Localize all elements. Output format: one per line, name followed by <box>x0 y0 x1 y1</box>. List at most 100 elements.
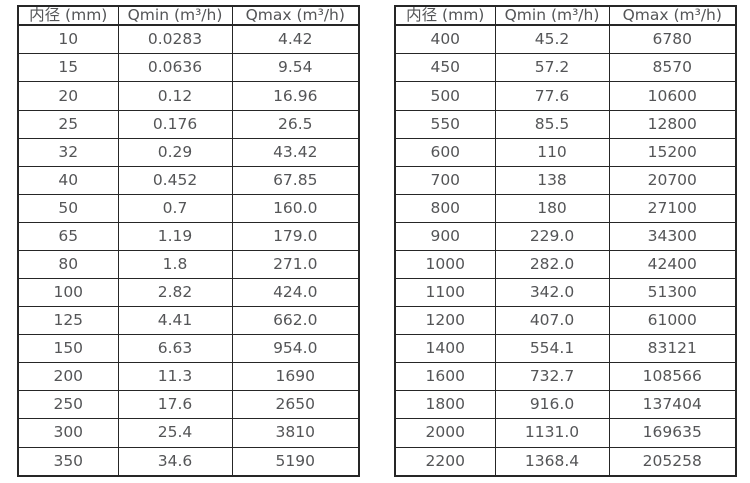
table-cell: 108566 <box>608 362 737 392</box>
table-cell: 4.41 <box>117 306 233 336</box>
table-row: 10 0.0283 4.42 <box>17 24 360 55</box>
column-header: Qmax (m³/h) <box>231 5 360 27</box>
table-cell: 229.0 <box>494 221 610 251</box>
table-cell: 900 <box>394 221 496 251</box>
table-cell: 205258 <box>608 446 737 477</box>
table-row: 250 17.6 2650 <box>17 390 360 420</box>
table-cell: 550 <box>394 109 496 139</box>
table-cell: 0.29 <box>117 137 233 167</box>
table-cell: 400 <box>394 24 496 55</box>
table-cell: 0.0636 <box>117 53 233 83</box>
table-row: 800 180 27100 <box>394 193 737 223</box>
table-cell: 450 <box>394 53 496 83</box>
table-row: 700 138 20700 <box>394 165 737 195</box>
table-cell: 700 <box>394 165 496 195</box>
table-cell: 25.4 <box>117 418 233 448</box>
table-cell: 34300 <box>608 221 737 251</box>
table-cell: 6780 <box>608 24 737 55</box>
table-row: 550 85.5 12800 <box>394 109 737 139</box>
table-cell: 125 <box>17 306 119 336</box>
table-row: 2000 1131.0 169635 <box>394 418 737 448</box>
table-cell: 25 <box>17 109 119 139</box>
table-cell: 1600 <box>394 362 496 392</box>
table-row: 1000 282.0 42400 <box>394 249 737 280</box>
table-cell: 40 <box>17 165 119 195</box>
table-row: 100 2.82 424.0 <box>17 278 360 308</box>
table-cell: 3810 <box>231 418 360 448</box>
table-cell: 500 <box>394 81 496 111</box>
table-row: 65 1.19 179.0 <box>17 221 360 251</box>
table-row: 1100 342.0 51300 <box>394 278 737 308</box>
table-cell: 17.6 <box>117 390 233 420</box>
table-cell: 2.82 <box>117 278 233 308</box>
header-row: 内径 (mm) Qmin (m³/h) Qmax (m³/h) <box>17 5 360 27</box>
table-row: 20 0.12 16.96 <box>17 81 360 111</box>
table-cell: 110 <box>494 137 610 167</box>
table-row: 1800 916.0 137404 <box>394 390 737 420</box>
table-cell: 10600 <box>608 81 737 111</box>
table-cell: 600 <box>394 137 496 167</box>
table-cell: 26.5 <box>231 109 360 139</box>
table-row: 50 0.7 160.0 <box>17 193 360 223</box>
table-row: 1600 732.7 108566 <box>394 362 737 392</box>
flow-table-small-diameters: 内径 (mm) Qmin (m³/h) Qmax (m³/h) 10 0.0283 4.… <box>17 5 360 477</box>
table-cell: 1100 <box>394 278 496 308</box>
table-cell: 20 <box>17 81 119 111</box>
header-row: 内径 (mm) Qmin (m³/h) Qmax (m³/h) <box>394 5 737 27</box>
table-cell: 1368.4 <box>494 446 610 477</box>
table-cell: 0.0283 <box>117 24 233 55</box>
column-header: Qmax (m³/h) <box>608 5 737 27</box>
table-cell: 15 <box>17 53 119 83</box>
table-cell: 350 <box>17 446 119 477</box>
table-cell: 45.2 <box>494 24 610 55</box>
table-cell: 100 <box>17 278 119 308</box>
table-cell: 32 <box>17 137 119 167</box>
column-header: Qmin (m³/h) <box>494 5 610 27</box>
table-cell: 6.63 <box>117 334 233 364</box>
table-cell: 2000 <box>394 418 496 448</box>
table-row: 150 6.63 954.0 <box>17 334 360 364</box>
table-cell: 4.42 <box>231 24 360 55</box>
table-row: 450 57.2 8570 <box>394 53 737 83</box>
column-header: 内径 (mm) <box>17 5 119 27</box>
table-row: 32 0.29 43.42 <box>17 137 360 167</box>
table-cell: 1200 <box>394 306 496 336</box>
table-cell: 61000 <box>608 306 737 336</box>
table-row: 900 229.0 34300 <box>394 221 737 251</box>
table-cell: 77.6 <box>494 81 610 111</box>
table-cell: 1.19 <box>117 221 233 251</box>
table-row: 200 11.3 1690 <box>17 362 360 392</box>
table-cell: 2200 <box>394 446 496 477</box>
table-cell: 80 <box>17 249 119 280</box>
table-cell: 138 <box>494 165 610 195</box>
table-cell: 179.0 <box>231 221 360 251</box>
table-cell: 67.85 <box>231 165 360 195</box>
table-cell: 11.3 <box>117 362 233 392</box>
table-cell: 16.96 <box>231 81 360 111</box>
table-cell: 424.0 <box>231 278 360 308</box>
table-body: 10 0.0283 4.42 15 0.0636 9.54 20 0.12 16.96 25 0.1… <box>17 24 360 477</box>
table-cell: 0.452 <box>117 165 233 195</box>
table-cell: 0.176 <box>117 109 233 139</box>
table-row: 1200 407.0 61000 <box>394 306 737 336</box>
table-cell: 20700 <box>608 165 737 195</box>
table-cell: 50 <box>17 193 119 223</box>
table-cell: 1690 <box>231 362 360 392</box>
table-cell: 342.0 <box>494 278 610 308</box>
table-cell: 0.7 <box>117 193 233 223</box>
table-row: 400 45.2 6780 <box>394 24 737 55</box>
table-cell: 1400 <box>394 334 496 364</box>
table-cell: 43.42 <box>231 137 360 167</box>
table-cell: 954.0 <box>231 334 360 364</box>
column-header: Qmin (m³/h) <box>117 5 233 27</box>
table-row: 350 34.6 5190 <box>17 446 360 477</box>
table-cell: 2650 <box>231 390 360 420</box>
table-cell: 169635 <box>608 418 737 448</box>
table-cell: 137404 <box>608 390 737 420</box>
table-row: 40 0.452 67.85 <box>17 165 360 195</box>
table-row: 125 4.41 662.0 <box>17 306 360 336</box>
table-row: 2200 1368.4 205258 <box>394 446 737 477</box>
table-cell: 554.1 <box>494 334 610 364</box>
table-cell: 160.0 <box>231 193 360 223</box>
flow-range-tables: 内径 (mm) Qmin (m³/h) Qmax (m³/h) 10 0.0283 4.… <box>17 5 737 477</box>
